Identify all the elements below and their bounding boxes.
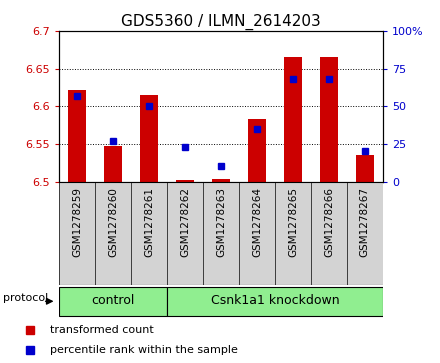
Bar [176,180,194,182]
Bar [104,146,122,182]
Text: GSM1278264: GSM1278264 [252,187,262,257]
Text: GSM1278259: GSM1278259 [72,187,82,257]
Text: GSM1278260: GSM1278260 [108,187,118,257]
Bar [284,57,302,182]
Text: transformed count: transformed count [50,325,154,335]
Bar [356,155,374,182]
Bar [320,57,338,182]
Text: GSM1278267: GSM1278267 [360,187,370,257]
Text: GSM1278263: GSM1278263 [216,187,226,257]
Bar [248,119,266,182]
Text: control: control [92,294,135,307]
Bar [140,95,158,182]
Text: percentile rank within the sample: percentile rank within the sample [50,345,238,355]
Bar [212,179,230,182]
Bar [59,287,167,316]
Text: GSM1278261: GSM1278261 [144,187,154,257]
Bar [68,90,86,182]
Text: GSM1278265: GSM1278265 [288,187,298,257]
Text: GSM1278266: GSM1278266 [324,187,334,257]
Text: Csnk1a1 knockdown: Csnk1a1 knockdown [211,294,339,307]
Title: GDS5360 / ILMN_2614203: GDS5360 / ILMN_2614203 [121,13,321,29]
Bar [167,287,383,316]
Text: GSM1278262: GSM1278262 [180,187,190,257]
Text: protocol: protocol [3,293,48,303]
